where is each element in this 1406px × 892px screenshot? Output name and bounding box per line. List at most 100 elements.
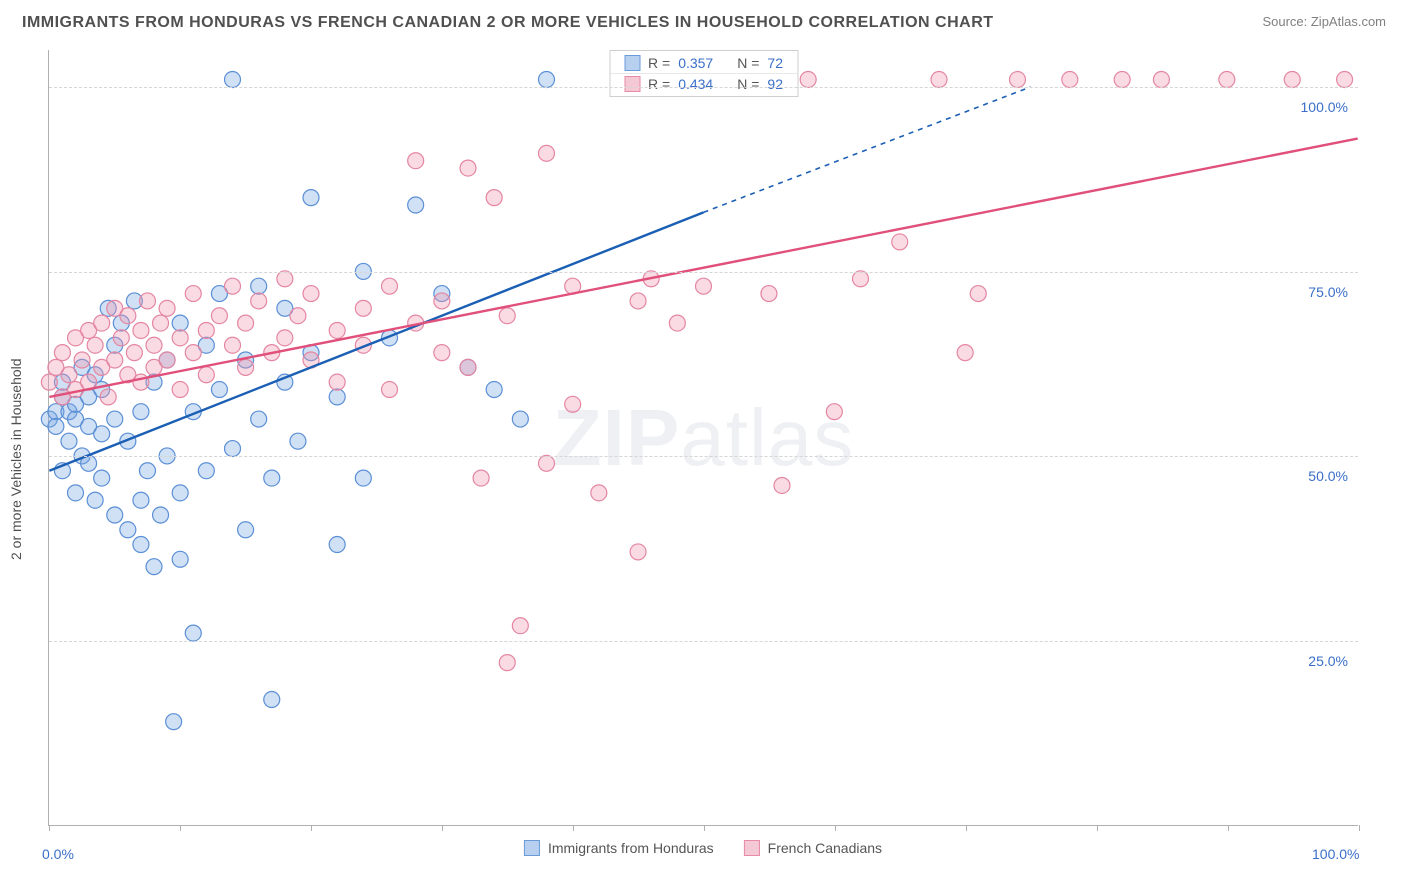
scatter-point-pink xyxy=(329,374,345,390)
swatch-blue-icon xyxy=(524,840,540,856)
legend-item-blue: Immigrants from Honduras xyxy=(524,840,714,856)
scatter-point-pink xyxy=(172,330,188,346)
scatter-point-blue xyxy=(133,492,149,508)
x-tick-right: 100.0% xyxy=(1312,846,1359,862)
scatter-point-pink xyxy=(107,352,123,368)
source-label: Source: ZipAtlas.com xyxy=(1262,14,1386,29)
scatter-point-pink xyxy=(100,389,116,405)
scatter-point-blue xyxy=(198,463,214,479)
scatter-point-pink xyxy=(355,300,371,316)
scatter-point-blue xyxy=(68,485,84,501)
scatter-point-pink xyxy=(146,337,162,353)
scatter-point-pink xyxy=(591,485,607,501)
x-tick xyxy=(573,825,574,831)
scatter-point-pink xyxy=(565,396,581,412)
scatter-point-blue xyxy=(251,411,267,427)
scatter-point-pink xyxy=(113,330,129,346)
scatter-point-pink xyxy=(172,382,188,398)
x-tick xyxy=(49,825,50,831)
scatter-point-blue xyxy=(107,411,123,427)
legend-row-blue: R = 0.357 N = 72 xyxy=(610,53,797,73)
scatter-point-pink xyxy=(382,278,398,294)
scatter-point-blue xyxy=(87,492,103,508)
scatter-point-blue xyxy=(48,418,64,434)
scatter-point-pink xyxy=(185,345,201,361)
scatter-point-pink xyxy=(290,308,306,324)
scatter-point-pink xyxy=(774,477,790,493)
x-tick xyxy=(442,825,443,831)
scatter-point-blue xyxy=(133,537,149,553)
scatter-point-pink xyxy=(126,345,142,361)
scatter-point-pink xyxy=(87,337,103,353)
scatter-point-blue xyxy=(486,382,502,398)
scatter-point-blue xyxy=(264,692,280,708)
scatter-point-blue xyxy=(94,470,110,486)
scatter-point-blue xyxy=(139,463,155,479)
scatter-point-blue xyxy=(120,522,136,538)
legend-row-pink: R = 0.434 N = 92 xyxy=(610,73,797,94)
scatter-point-blue xyxy=(146,559,162,575)
scatter-point-pink xyxy=(460,160,476,176)
x-tick xyxy=(311,825,312,831)
scatter-point-blue xyxy=(172,485,188,501)
scatter-point-blue xyxy=(303,190,319,206)
scatter-point-pink xyxy=(211,308,227,324)
r-label: R = xyxy=(648,76,670,92)
scatter-point-pink xyxy=(54,345,70,361)
y-tick-label: 100.0% xyxy=(1301,99,1348,115)
chart-title: IMMIGRANTS FROM HONDURAS VS FRENCH CANAD… xyxy=(22,14,994,32)
scatter-point-blue xyxy=(94,426,110,442)
scatter-point-blue xyxy=(329,537,345,553)
y-tick-label: 25.0% xyxy=(1308,653,1348,669)
r-label: R = xyxy=(648,55,670,71)
scatter-point-blue xyxy=(264,470,280,486)
scatter-point-pink xyxy=(277,271,293,287)
scatter-point-pink xyxy=(408,153,424,169)
gridline xyxy=(49,272,1358,273)
scatter-point-pink xyxy=(1219,72,1235,88)
swatch-blue xyxy=(624,55,640,71)
scatter-point-pink xyxy=(853,271,869,287)
scatter-point-pink xyxy=(1337,72,1353,88)
scatter-point-pink xyxy=(94,315,110,331)
scatter-svg xyxy=(49,50,1358,825)
scatter-point-pink xyxy=(74,352,90,368)
scatter-point-blue xyxy=(133,404,149,420)
scatter-point-blue xyxy=(251,278,267,294)
scatter-point-pink xyxy=(238,359,254,375)
scatter-point-pink xyxy=(185,286,201,302)
scatter-point-pink xyxy=(1153,72,1169,88)
scatter-point-pink xyxy=(329,322,345,338)
scatter-point-pink xyxy=(434,345,450,361)
gridline xyxy=(49,641,1358,642)
scatter-point-pink xyxy=(1010,72,1026,88)
scatter-point-pink xyxy=(931,72,947,88)
y-axis-label: 2 or more Vehicles in Household xyxy=(8,358,24,560)
r-value-pink: 0.434 xyxy=(678,76,713,92)
scatter-point-blue xyxy=(225,72,241,88)
scatter-point-blue xyxy=(512,411,528,427)
scatter-point-pink xyxy=(512,618,528,634)
n-label: N = xyxy=(737,76,759,92)
gridline xyxy=(49,456,1358,457)
scatter-point-pink xyxy=(61,367,77,383)
scatter-point-pink xyxy=(669,315,685,331)
scatter-point-blue xyxy=(211,382,227,398)
scatter-point-pink xyxy=(630,293,646,309)
trendline-blue-dashed xyxy=(704,87,1031,212)
scatter-point-pink xyxy=(539,145,555,161)
scatter-point-blue xyxy=(61,433,77,449)
scatter-point-pink xyxy=(696,278,712,294)
scatter-point-pink xyxy=(892,234,908,250)
n-value-blue: 72 xyxy=(767,55,783,71)
scatter-point-blue xyxy=(185,625,201,641)
x-tick xyxy=(1228,825,1229,831)
scatter-point-pink xyxy=(41,374,57,390)
scatter-point-blue xyxy=(225,441,241,457)
legend-item-pink: French Canadians xyxy=(744,840,882,856)
x-tick xyxy=(1097,825,1098,831)
scatter-point-blue xyxy=(408,197,424,213)
scatter-point-pink xyxy=(539,455,555,471)
legend-label-pink: French Canadians xyxy=(768,840,882,856)
scatter-point-blue xyxy=(172,315,188,331)
